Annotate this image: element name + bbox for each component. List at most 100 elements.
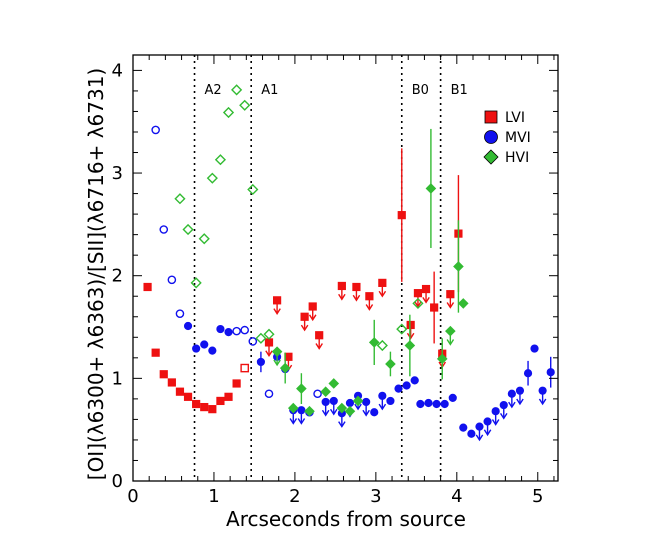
mvi-point: [459, 423, 468, 432]
lvi-point: [337, 281, 346, 301]
lvi-point: [208, 405, 217, 414]
mvi-point: [313, 389, 322, 399]
lvi-point: [224, 392, 233, 401]
y-axis-label: [OI](λ6300+ λ6363)/[SII](λ6716+ λ6731): [84, 68, 108, 480]
mvi-point: [224, 328, 233, 337]
mvi-point: [416, 399, 425, 409]
mvi-point: [200, 340, 209, 349]
lvi-point: [143, 282, 152, 292]
hvi-point: [368, 319, 380, 366]
mvi-point: [240, 325, 250, 335]
hvi-point: [174, 193, 186, 205]
mvi-point: [159, 225, 169, 234]
hvi-point: [247, 183, 259, 196]
lvi-point: [151, 348, 160, 357]
lvi-point: [183, 392, 193, 401]
lvi-point: [308, 302, 317, 322]
hvi-point: [182, 223, 194, 236]
lvi-point: [272, 296, 282, 315]
mvi-point: [297, 406, 306, 425]
hvi-point: [352, 395, 364, 407]
lvi-point: [365, 292, 374, 311]
hvi-point: [404, 314, 416, 377]
hvi-point: [412, 297, 424, 310]
hvi-point: [214, 154, 227, 166]
mvi-point: [483, 417, 492, 437]
mvi-point: [432, 399, 441, 409]
mvi-point: [523, 360, 533, 386]
mvi-point: [192, 344, 201, 353]
legend: LVI MVI HVI: [483, 110, 531, 166]
hvi-point: [436, 338, 448, 380]
y-tick-label: 4: [112, 60, 123, 81]
lvi-point: [378, 278, 387, 298]
lvi-point: [216, 396, 225, 406]
hvi-point: [453, 220, 464, 313]
lvi-point: [315, 331, 324, 350]
lvi-point: [240, 363, 250, 373]
mvi-point: [248, 337, 258, 346]
y-tick-label: 0: [112, 471, 123, 492]
hvi-point: [304, 405, 315, 417]
mvi-point: [448, 393, 457, 402]
x-tick-label: 2: [289, 486, 300, 507]
svg-text:MVI: MVI: [505, 130, 531, 146]
mvi-point: [362, 397, 371, 417]
mvi-point: [232, 326, 241, 336]
mvi-point: [515, 386, 525, 406]
mvi-point: [499, 400, 508, 420]
mvi-point: [394, 384, 403, 393]
hvi-point: [271, 346, 283, 367]
hvi-point: [296, 373, 307, 405]
lvi-point: [397, 148, 406, 282]
hvi-point: [287, 402, 299, 414]
mvi-point: [321, 397, 330, 417]
mvi-point: [175, 309, 185, 318]
mvi-point: [264, 389, 274, 399]
mvi-point: [370, 408, 379, 417]
lvi-point: [430, 271, 439, 344]
mvi-point: [440, 399, 449, 409]
x-tick-label: 5: [532, 486, 543, 507]
region-label-a1: A1: [261, 83, 278, 98]
y-tick-label: 3: [112, 163, 123, 184]
region-label-b0: B0: [412, 83, 429, 98]
lvi-point: [232, 379, 241, 388]
x-tick-label: 0: [127, 486, 138, 507]
hvi-point: [344, 405, 356, 417]
axes: 0 1 2 3 4 5 0 1 2 3 4: [112, 54, 559, 507]
hvi-point: [425, 128, 437, 248]
mvi-point: [538, 386, 547, 406]
x-tick-label: 1: [208, 486, 219, 507]
y-tick-label: 2: [112, 266, 123, 287]
y-tick-label: 1: [112, 368, 123, 389]
lvi-point: [446, 290, 455, 309]
region-lines: A2 A1 B0 B1: [193, 55, 468, 481]
mvi-point: [151, 125, 160, 135]
hvi-point: [198, 233, 210, 245]
mvi-point: [546, 356, 555, 388]
hvi-point: [279, 352, 291, 384]
lvi-point: [167, 378, 176, 387]
hvi-point: [445, 325, 456, 346]
hvi-point: [328, 378, 340, 389]
lvi-point: [300, 312, 309, 332]
lvi-point: [352, 282, 361, 302]
hvi-point: [385, 351, 396, 377]
mvi-point: [467, 429, 476, 438]
hvi-point: [320, 386, 331, 398]
mvi-point: [530, 344, 539, 353]
lvi-point: [200, 402, 209, 412]
mvi-point: [167, 275, 177, 285]
mvi-point: [410, 376, 419, 385]
region-label-b1: B1: [451, 83, 468, 98]
data-points: [143, 84, 555, 442]
hvi-point: [376, 339, 388, 352]
x-tick-label: 3: [370, 486, 381, 507]
axes-frame: [132, 54, 559, 482]
mvi-point: [386, 396, 395, 406]
lvi-point: [175, 387, 185, 396]
svg-text:LVI: LVI: [505, 110, 525, 126]
lvi-point: [192, 399, 201, 409]
